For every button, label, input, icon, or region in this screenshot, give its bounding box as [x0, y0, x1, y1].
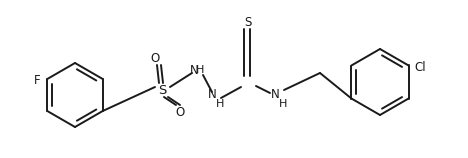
- Text: S: S: [158, 83, 166, 97]
- Text: O: O: [150, 52, 160, 64]
- Text: H: H: [196, 65, 204, 75]
- Text: H: H: [216, 99, 224, 109]
- Text: N: N: [190, 64, 198, 78]
- Text: N: N: [271, 88, 279, 101]
- Text: H: H: [279, 99, 287, 109]
- Text: O: O: [176, 106, 184, 118]
- Text: N: N: [208, 88, 216, 101]
- Text: F: F: [34, 75, 41, 88]
- Text: S: S: [244, 15, 252, 28]
- Text: Cl: Cl: [415, 61, 426, 74]
